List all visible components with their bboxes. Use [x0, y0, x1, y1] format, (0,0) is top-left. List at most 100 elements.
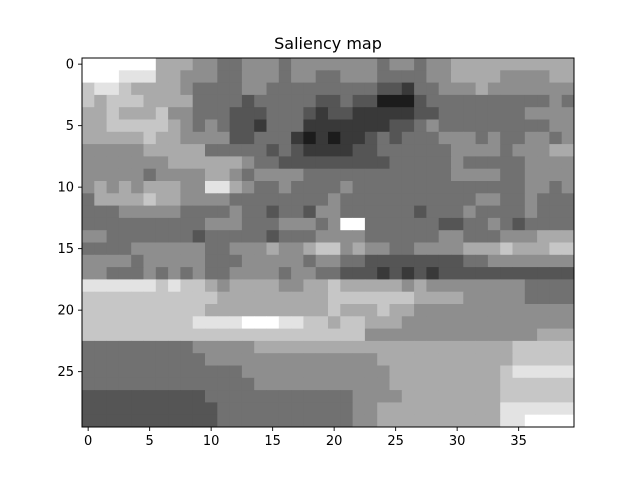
- heatmap-cell: [377, 193, 390, 206]
- heatmap-cell: [340, 70, 353, 83]
- heatmap-cell: [426, 144, 440, 157]
- heatmap-cell: [328, 414, 341, 428]
- heatmap-cell: [303, 205, 317, 219]
- heatmap-cell: [303, 316, 317, 329]
- heatmap-cell: [192, 304, 206, 317]
- heatmap-cell: [487, 131, 501, 145]
- heatmap-cell: [377, 82, 390, 96]
- heatmap-cell: [500, 58, 513, 71]
- heatmap-cell: [217, 390, 230, 403]
- heatmap-cell: [352, 144, 366, 157]
- heatmap-cell: [438, 70, 452, 83]
- x-tick-label: 15: [264, 434, 281, 449]
- heatmap-cell: [487, 82, 501, 96]
- heatmap-cell: [475, 181, 489, 194]
- heatmap-cell: [278, 131, 292, 145]
- heatmap-cell: [205, 205, 218, 219]
- heatmap-cell: [94, 119, 107, 133]
- heatmap-cell: [205, 390, 218, 403]
- heatmap-cell: [328, 58, 341, 71]
- heatmap-cell: [315, 254, 329, 268]
- heatmap-cell: [180, 267, 194, 280]
- heatmap-cell: [561, 230, 575, 243]
- heatmap-cell: [364, 107, 378, 120]
- heatmap-cell: [266, 193, 280, 206]
- heatmap-cell: [475, 414, 489, 428]
- heatmap-cell: [143, 107, 157, 120]
- heatmap-cell: [438, 168, 452, 182]
- heatmap-cell: [500, 144, 513, 157]
- heatmap-cell: [561, 94, 575, 108]
- heatmap-cell: [192, 205, 206, 219]
- heatmap-cell: [512, 254, 526, 268]
- heatmap-cell: [291, 304, 304, 317]
- heatmap-cell: [438, 131, 452, 145]
- heatmap-cell: [377, 181, 390, 194]
- heatmap-cell: [438, 328, 452, 342]
- heatmap-cell: [266, 377, 280, 391]
- heatmap-cell: [192, 107, 206, 120]
- heatmap-cell: [537, 340, 550, 354]
- heatmap-cell: [241, 82, 255, 96]
- heatmap-cell: [315, 402, 329, 416]
- heatmap-cell: [500, 230, 513, 243]
- heatmap-cell: [278, 156, 292, 170]
- heatmap-cell: [377, 390, 390, 403]
- heatmap-cell: [463, 304, 476, 317]
- heatmap-cell: [291, 82, 304, 96]
- heatmap-cell: [414, 217, 427, 231]
- heatmap-cell: [131, 291, 144, 305]
- heatmap-cell: [487, 230, 501, 243]
- heatmap-cell: [303, 377, 317, 391]
- heatmap-cell: [82, 254, 95, 268]
- heatmap-cell: [340, 168, 353, 182]
- heatmap-cell: [155, 402, 169, 416]
- heatmap-cell: [537, 156, 550, 170]
- heatmap-cell: [180, 353, 194, 366]
- heatmap-cell: [106, 291, 120, 305]
- heatmap-cell: [500, 377, 513, 391]
- heatmap-cell: [155, 316, 169, 329]
- heatmap-cell: [106, 316, 120, 329]
- heatmap-cell: [414, 365, 427, 379]
- heatmap-cell: [561, 340, 575, 354]
- heatmap-cell: [155, 340, 169, 354]
- heatmap-cell: [414, 168, 427, 182]
- heatmap-cell: [537, 217, 550, 231]
- heatmap-cell: [512, 168, 526, 182]
- heatmap-cell: [426, 390, 440, 403]
- heatmap-cell: [537, 181, 550, 194]
- heatmap-cell: [291, 291, 304, 305]
- heatmap-cell: [512, 205, 526, 219]
- heatmap-cell: [205, 168, 218, 182]
- heatmap-cell: [315, 168, 329, 182]
- heatmap-cell: [426, 279, 440, 293]
- heatmap-cell: [451, 414, 464, 428]
- heatmap-cell: [241, 377, 255, 391]
- heatmap-cell: [118, 279, 132, 293]
- heatmap-cell: [82, 377, 95, 391]
- heatmap-cell: [328, 230, 341, 243]
- heatmap-cell: [389, 254, 403, 268]
- heatmap-cell: [94, 230, 107, 243]
- heatmap-cell: [266, 144, 280, 157]
- heatmap-cell: [155, 304, 169, 317]
- heatmap-cell: [266, 168, 280, 182]
- heatmap-cell: [463, 144, 476, 157]
- heatmap-cell: [155, 254, 169, 268]
- heatmap-cell: [414, 58, 427, 71]
- heatmap-cell: [340, 242, 353, 256]
- heatmap-cell: [500, 70, 513, 83]
- heatmap-cell: [549, 144, 563, 157]
- heatmap-cell: [94, 304, 107, 317]
- heatmap-cell: [389, 168, 403, 182]
- heatmap-cell: [229, 119, 243, 133]
- heatmap-cell: [340, 119, 353, 133]
- heatmap-cell: [512, 217, 526, 231]
- heatmap-cell: [143, 181, 157, 194]
- heatmap-cell: [475, 156, 489, 170]
- heatmap-cell: [205, 242, 218, 256]
- heatmap-cell: [106, 390, 120, 403]
- heatmap-cell: [463, 328, 476, 342]
- heatmap-cell: [168, 402, 181, 416]
